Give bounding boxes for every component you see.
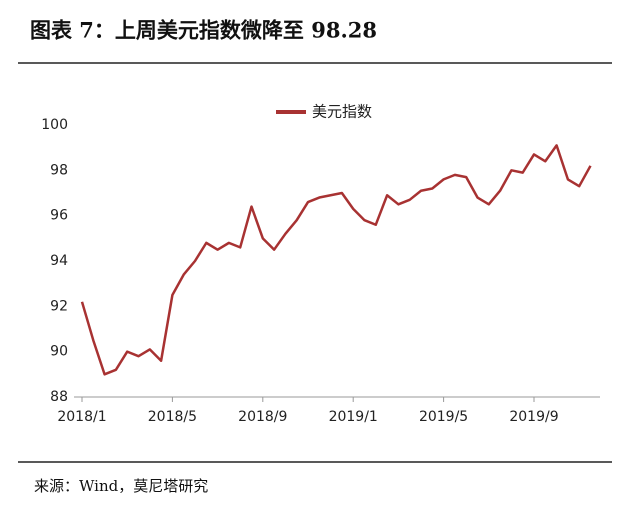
y-tick-label: 92 [50,298,68,314]
x-tick-label: 2019/9 [509,409,558,425]
y-tick-label: 88 [50,389,68,405]
source: 来源：Wind，莫尼塔研究 [34,477,208,495]
y-tick-label: 96 [50,208,68,224]
chart-title: 图表 7：上周美元指数微降至 98.28 [30,18,377,43]
line [80,144,592,376]
y-tick-label: 94 [50,253,68,269]
x-tick-label: 2018/1 [57,409,106,425]
x-tick-label: 2019/5 [419,409,468,425]
y-tick-label: 90 [50,344,68,360]
legend-label: 美元指数 [312,103,372,121]
x-tick-label: 2019/1 [329,409,378,425]
x-tick-label: 2018/9 [238,409,287,425]
y-tick-label: 100 [41,117,68,133]
x-tick-label: 2018/5 [148,409,197,425]
y-tick-label: 98 [50,162,68,178]
